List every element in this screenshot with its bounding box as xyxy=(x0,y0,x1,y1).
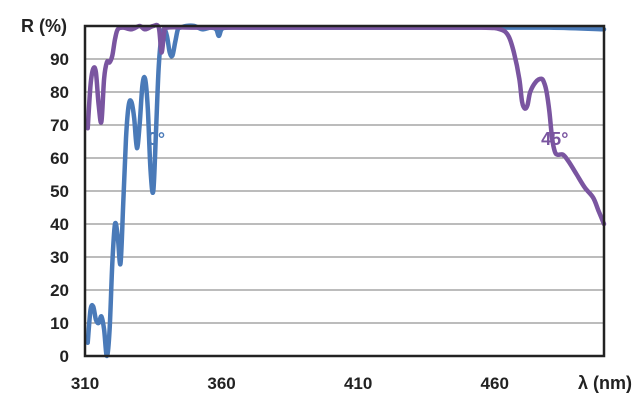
y-tick-label: 20 xyxy=(50,281,69,300)
y-tick-label: 90 xyxy=(50,50,69,69)
y-tick-label: 50 xyxy=(50,182,69,201)
series-labels: 0° 45° xyxy=(148,129,569,149)
series-line-0 xyxy=(85,23,607,359)
y-tick-label: 10 xyxy=(50,314,69,333)
x-tick-label: 410 xyxy=(344,374,372,393)
y-tick-label: 0 xyxy=(60,347,69,366)
y-tick-label: 70 xyxy=(50,116,69,135)
plot-frame xyxy=(83,24,606,358)
y-tick-label: 30 xyxy=(50,248,69,267)
series-layer xyxy=(85,22,607,359)
y-tick-labels: 0 10 20 30 40 50 60 70 80 90 xyxy=(50,50,69,366)
y-tick-label: 40 xyxy=(50,215,69,234)
series-label-1: 45° xyxy=(541,129,568,149)
x-axis-title: λ (nm) xyxy=(578,373,632,393)
y-tick-label: 60 xyxy=(50,149,69,168)
x-tick-label: 460 xyxy=(481,374,509,393)
x-tick-label: 360 xyxy=(207,374,235,393)
series-label-0: 0° xyxy=(148,129,165,149)
series-line-1 xyxy=(85,22,607,227)
x-tick-label: 310 xyxy=(71,374,99,393)
y-axis-title: R (%) xyxy=(21,16,67,36)
gridlines xyxy=(85,58,604,324)
x-tick-labels: 310 360 410 460 xyxy=(71,374,509,393)
y-tick-label: 80 xyxy=(50,83,69,102)
